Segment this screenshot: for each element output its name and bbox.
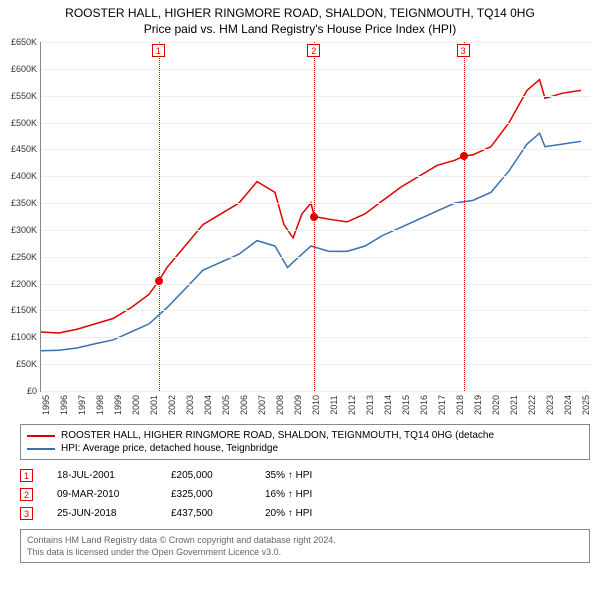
x-axis-label: 2003 (185, 395, 195, 415)
gridline (41, 203, 590, 204)
y-axis-label: £0 (27, 386, 41, 396)
x-axis-label: 2014 (383, 395, 393, 415)
x-axis-label: 2012 (347, 395, 357, 415)
x-axis-label: 2000 (131, 395, 141, 415)
marker-dot (310, 213, 318, 221)
x-axis-label: 1995 (41, 395, 51, 415)
gridline (41, 257, 590, 258)
legend-row: ROOSTER HALL, HIGHER RINGMORE ROAD, SHAL… (27, 429, 583, 442)
transaction-price: £205,000 (171, 470, 241, 481)
gridline (41, 69, 590, 70)
x-axis-label: 2023 (545, 395, 555, 415)
transaction-price: £325,000 (171, 489, 241, 500)
gridline (41, 364, 590, 365)
marker-number-box: 3 (457, 44, 470, 57)
x-axis-label: 2019 (473, 395, 483, 415)
x-axis-label: 2011 (329, 395, 339, 414)
transaction-number-box: 3 (20, 507, 33, 520)
transaction-row: 3 25-JUN-2018 £437,500 20% ↑ HPI (20, 504, 590, 523)
legend-label: ROOSTER HALL, HIGHER RINGMORE ROAD, SHAL… (61, 430, 494, 441)
y-axis-label: £150K (11, 305, 41, 315)
marker-vline (159, 42, 160, 391)
x-axis-label: 2010 (311, 395, 321, 415)
footer-line1: Contains HM Land Registry data © Crown c… (27, 534, 583, 546)
legend-box: ROOSTER HALL, HIGHER RINGMORE ROAD, SHAL… (20, 424, 590, 460)
x-axis-label: 2018 (455, 395, 465, 415)
transaction-number-box: 2 (20, 488, 33, 501)
gridline (41, 123, 590, 124)
price-chart: £0£50K£100K£150K£200K£250K£300K£350K£400… (40, 42, 590, 392)
gridline (41, 149, 590, 150)
transaction-number-box: 1 (20, 469, 33, 482)
x-axis-label: 2021 (509, 395, 519, 415)
x-axis-label: 2015 (401, 395, 411, 415)
title-subtitle: Price paid vs. HM Land Registry's House … (0, 22, 600, 36)
legend-label: HPI: Average price, detached house, Teig… (61, 443, 278, 454)
x-axis-label: 2009 (293, 395, 303, 415)
legend-swatch (27, 435, 55, 437)
x-axis-label: 1998 (95, 395, 105, 415)
y-axis-label: £100K (11, 332, 41, 342)
y-axis-label: £250K (11, 252, 41, 262)
transaction-diff: 20% ↑ HPI (265, 508, 345, 519)
x-axis-label: 1999 (113, 395, 123, 415)
y-axis-label: £550K (11, 91, 41, 101)
x-axis-label: 2001 (149, 395, 159, 415)
x-axis-label: 2005 (221, 395, 231, 415)
marker-vline (464, 42, 465, 391)
x-axis-label: 2006 (239, 395, 249, 415)
y-axis-label: £500K (11, 118, 41, 128)
marker-dot (460, 152, 468, 160)
transaction-diff: 35% ↑ HPI (265, 470, 345, 481)
y-axis-label: £200K (11, 279, 41, 289)
marker-dot (155, 277, 163, 285)
x-axis-label: 1997 (77, 395, 87, 415)
x-axis-label: 2002 (167, 395, 177, 415)
x-axis-label: 2017 (437, 395, 447, 415)
y-axis-label: £450K (11, 144, 41, 154)
x-axis-label: 2022 (527, 395, 537, 415)
title-address: ROOSTER HALL, HIGHER RINGMORE ROAD, SHAL… (0, 6, 600, 20)
x-axis-label: 2025 (581, 395, 591, 415)
y-axis-label: £350K (11, 198, 41, 208)
legend-swatch (27, 448, 55, 450)
transaction-date: 18-JUL-2001 (57, 470, 147, 481)
marker-number-box: 1 (152, 44, 165, 57)
transactions-table: 1 18-JUL-2001 £205,000 35% ↑ HPI 2 09-MAR-201… (20, 466, 590, 523)
x-axis-label: 2013 (365, 395, 375, 415)
gridline (41, 176, 590, 177)
attribution-footer: Contains HM Land Registry data © Crown c… (20, 529, 590, 563)
y-axis-label: £300K (11, 225, 41, 235)
transaction-row: 2 09-MAR-2010 £325,000 16% ↑ HPI (20, 485, 590, 504)
transaction-date: 25-JUN-2018 (57, 508, 147, 519)
x-axis-label: 2016 (419, 395, 429, 415)
y-axis-label: £400K (11, 171, 41, 181)
x-axis-label: 2004 (203, 395, 213, 415)
y-axis-label: £600K (11, 64, 41, 74)
gridline (41, 310, 590, 311)
series-hpi (41, 133, 581, 350)
marker-number-box: 2 (307, 44, 320, 57)
series-property (41, 80, 581, 333)
transaction-price: £437,500 (171, 508, 241, 519)
transaction-diff: 16% ↑ HPI (265, 489, 345, 500)
footer-line2: This data is licensed under the Open Gov… (27, 546, 583, 558)
transaction-row: 1 18-JUL-2001 £205,000 35% ↑ HPI (20, 466, 590, 485)
gridline (41, 230, 590, 231)
legend-row: HPI: Average price, detached house, Teig… (27, 442, 583, 455)
y-axis-label: £50K (16, 359, 41, 369)
gridline (41, 284, 590, 285)
x-axis-label: 2024 (563, 395, 573, 415)
gridline (41, 96, 590, 97)
gridline (41, 391, 590, 392)
x-axis-label: 2007 (257, 395, 267, 415)
y-axis-label: £650K (11, 37, 41, 47)
x-axis-label: 2008 (275, 395, 285, 415)
x-axis-label: 2020 (491, 395, 501, 415)
transaction-date: 09-MAR-2010 (57, 489, 147, 500)
gridline (41, 42, 590, 43)
x-axis-label: 1996 (59, 395, 69, 415)
gridline (41, 337, 590, 338)
chart-title-block: ROOSTER HALL, HIGHER RINGMORE ROAD, SHAL… (0, 0, 600, 38)
